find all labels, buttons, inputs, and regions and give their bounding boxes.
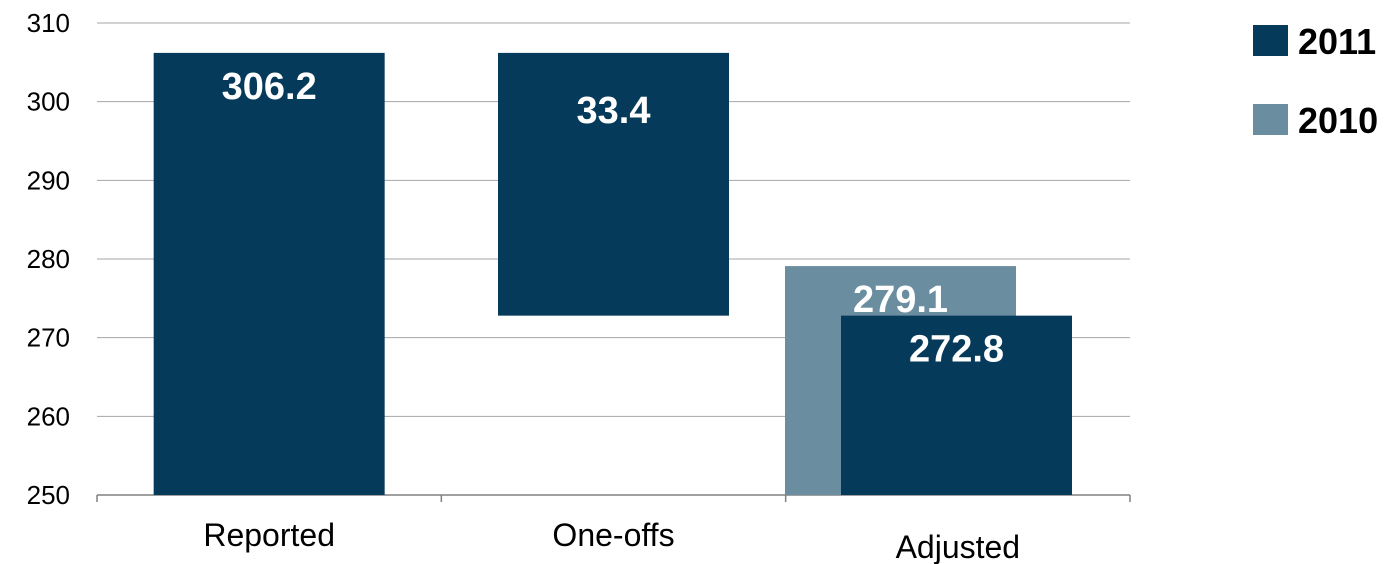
legend-swatch-2010 xyxy=(1253,104,1288,135)
x-category-label: Adjusted xyxy=(896,529,1021,564)
data-label: 279.1 xyxy=(853,279,948,321)
x-category-label: One-offs xyxy=(552,517,674,553)
y-tick-label: 250 xyxy=(27,480,70,510)
legend-label: 2011 xyxy=(1298,21,1376,62)
y-tick-label: 270 xyxy=(27,323,70,353)
bar-2011-reported xyxy=(153,52,385,495)
y-tick-label: 290 xyxy=(27,165,70,195)
bar-2011-one-offs xyxy=(498,52,729,316)
bars xyxy=(153,52,1072,495)
data-label: 306.2 xyxy=(222,66,317,108)
legend-swatch-2011 xyxy=(1253,25,1288,56)
y-tick-label: 300 xyxy=(27,87,70,117)
data-label: 33.4 xyxy=(577,90,651,132)
y-tick-label: 260 xyxy=(27,401,70,431)
x-category-label: Reported xyxy=(203,517,335,553)
y-tick-label: 310 xyxy=(27,8,70,38)
axes: 250 260 270 280 290 300 310 Reported One-offs Adj… xyxy=(27,8,1131,564)
y-tick-label: 280 xyxy=(27,244,70,274)
bar-2011-adjusted xyxy=(841,315,1072,495)
data-labels: 279.1 306.2 33.4 272.8 xyxy=(222,66,1004,371)
legend-label: 2010 xyxy=(1298,100,1378,141)
legend: 2011 2010 xyxy=(1253,21,1378,141)
data-label: 272.8 xyxy=(909,329,1004,371)
